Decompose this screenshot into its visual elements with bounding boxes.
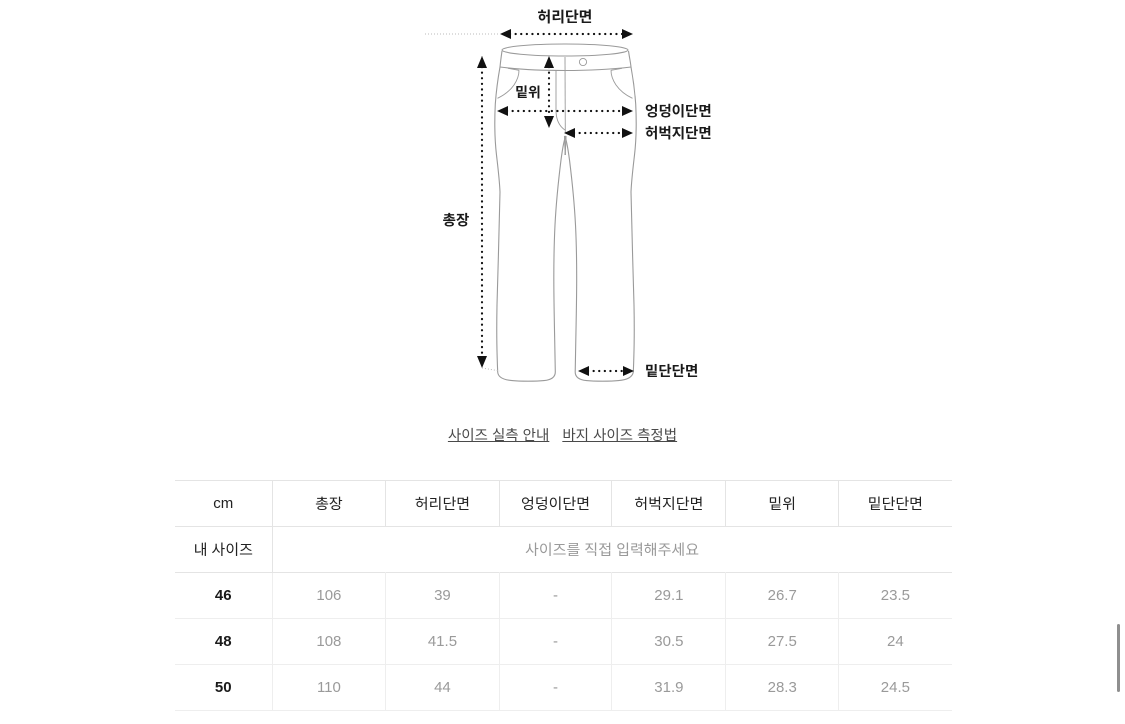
svg-text:허리단면: 허리단면 — [537, 6, 592, 27]
svg-text:밑위: 밑위 — [515, 82, 541, 102]
svg-text:총장: 총장 — [443, 209, 470, 230]
svg-text:허벅지단면: 허벅지단면 — [645, 122, 712, 143]
svg-text:엉덩이단면: 엉덩이단면 — [645, 100, 712, 121]
svg-text:밑단단면: 밑단단면 — [645, 360, 698, 381]
